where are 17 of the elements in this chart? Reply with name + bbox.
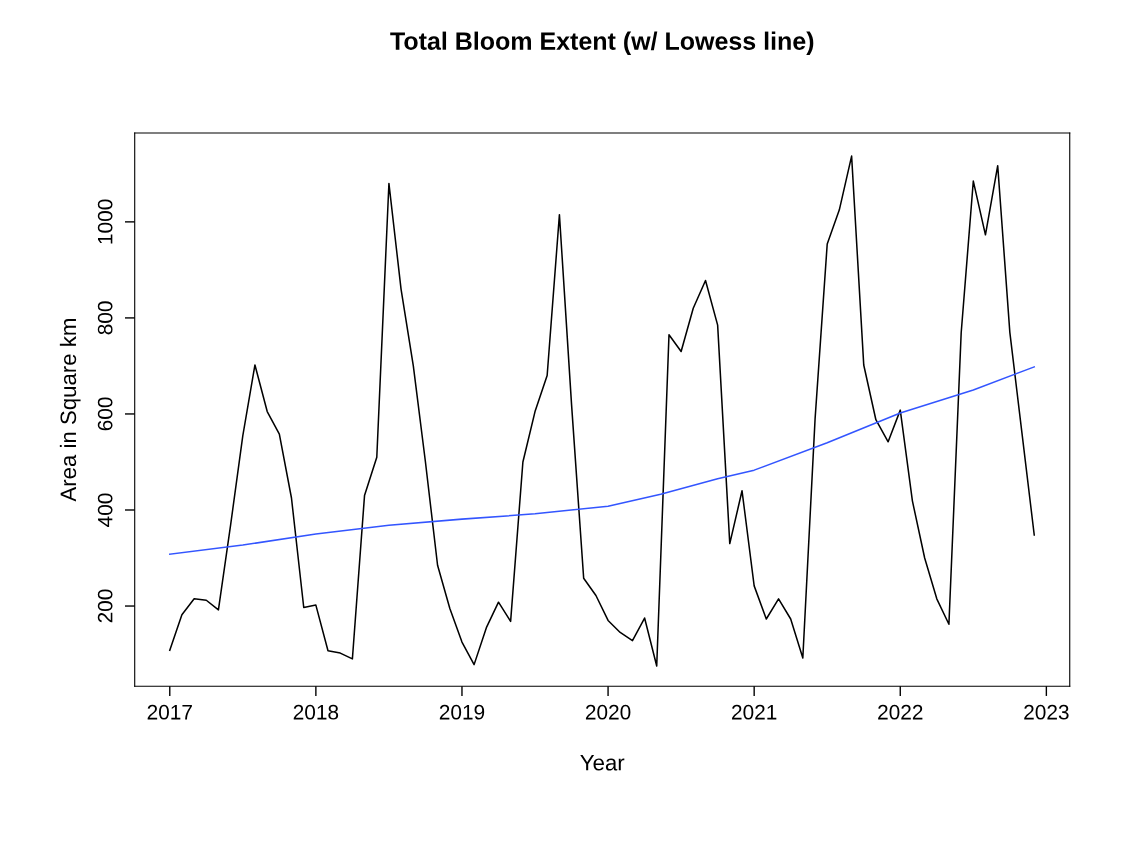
x-axis-title: Year [580, 755, 625, 771]
x-tick-label: 2019 [439, 704, 485, 720]
y-tick-label: 200 [97, 589, 113, 623]
x-tick-label: 2020 [585, 704, 631, 720]
x-tick-label: 2018 [293, 704, 339, 720]
y-tick-label: 600 [97, 397, 113, 431]
chart-title: Total Bloom Extent (w/ Lowess line) [390, 31, 814, 55]
y-tick-label: 400 [97, 493, 113, 527]
y-tick-label: 1000 [97, 199, 113, 244]
line-series [169, 366, 1036, 555]
x-tick-label: 2023 [1024, 704, 1069, 720]
x-tick-label: 2021 [732, 704, 777, 720]
line-series [169, 155, 1036, 667]
x-tick-label: 2017 [147, 704, 192, 720]
y-tick-label: 800 [97, 301, 113, 335]
y-axis-title: Area in Square km [59, 319, 81, 502]
x-tick-label: 2022 [878, 704, 923, 720]
